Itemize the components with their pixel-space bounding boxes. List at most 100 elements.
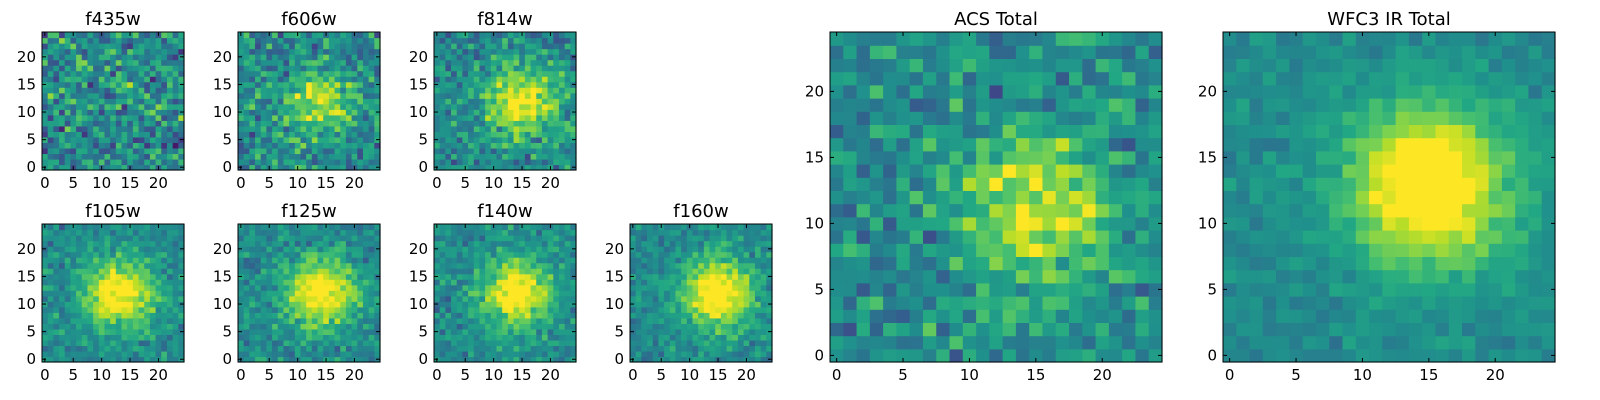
heatmap-cell xyxy=(127,103,134,110)
heatmap-cell xyxy=(121,103,128,110)
heatmap-cell xyxy=(675,323,682,330)
heatmap-cell xyxy=(635,224,642,231)
heatmap-cell xyxy=(317,251,324,258)
heatmap-cell xyxy=(1122,230,1137,244)
heatmap-cell xyxy=(42,251,49,258)
heatmap-cell xyxy=(883,177,897,191)
heatmap-cell xyxy=(536,312,543,319)
heatmap-cell xyxy=(328,257,336,264)
heatmap-cell xyxy=(1135,177,1150,191)
heatmap-cell xyxy=(766,240,773,247)
heatmap-cell xyxy=(166,246,174,253)
heatmap-cell xyxy=(374,76,381,83)
heatmap-cell xyxy=(502,356,509,363)
heatmap-cell xyxy=(317,240,324,247)
heatmap-cell xyxy=(98,81,106,88)
heatmap-cell xyxy=(93,235,100,242)
heatmap-cell xyxy=(553,125,560,132)
heatmap-cell xyxy=(357,81,364,88)
heatmap-cell xyxy=(485,76,492,83)
heatmap-cell xyxy=(306,70,313,77)
heatmap-cell xyxy=(161,103,168,110)
heatmap-cell xyxy=(434,147,441,155)
heatmap-cell xyxy=(541,251,549,258)
heatmap-cell xyxy=(883,282,897,297)
heatmap-cell xyxy=(238,240,245,247)
heatmap-cell xyxy=(737,279,745,286)
heatmap-cell xyxy=(238,323,245,330)
heatmap-cell xyxy=(507,257,515,264)
heatmap-cell xyxy=(277,257,285,264)
heatmap-cell xyxy=(283,70,290,77)
heatmap-cell xyxy=(178,125,185,132)
heatmap-cell xyxy=(709,317,716,324)
heatmap-cell xyxy=(317,246,324,253)
heatmap-cell xyxy=(439,284,446,291)
heatmap-cell xyxy=(496,273,503,280)
heatmap-cell xyxy=(445,125,452,132)
heatmap-cell xyxy=(558,158,566,166)
heatmap-cell xyxy=(760,350,767,358)
heatmap-cell xyxy=(570,290,577,297)
heatmap-cell xyxy=(127,98,134,105)
heatmap-cell xyxy=(104,295,111,302)
heatmap-cell xyxy=(496,251,503,258)
heatmap-cell xyxy=(456,317,463,324)
heatmap-cell xyxy=(110,98,117,105)
heatmap-cell xyxy=(53,328,60,335)
heatmap-cell xyxy=(59,164,66,171)
x-tick-label: 0 xyxy=(432,366,442,384)
heatmap-cell xyxy=(70,76,77,83)
heatmap-cell xyxy=(59,114,66,121)
heatmap-cell xyxy=(374,120,381,127)
heatmap-cell xyxy=(115,131,123,138)
heatmap-cell xyxy=(277,273,285,280)
heatmap-cell xyxy=(340,43,347,50)
heatmap-cell xyxy=(456,114,463,121)
heatmap-cell xyxy=(93,92,100,99)
heatmap-cell xyxy=(439,334,446,341)
heatmap-cell xyxy=(519,284,526,291)
heatmap-cell xyxy=(536,164,543,171)
heatmap-cell xyxy=(260,339,267,347)
heatmap-cell xyxy=(334,158,341,166)
heatmap-cell xyxy=(479,147,486,155)
heatmap-cell xyxy=(260,279,267,286)
heatmap-cell xyxy=(445,59,452,66)
heatmap-cell xyxy=(445,301,452,308)
heatmap-cell xyxy=(530,273,537,280)
heatmap-cell xyxy=(272,224,279,231)
heatmap-cell xyxy=(737,356,745,363)
heatmap-cell xyxy=(502,334,509,341)
heatmap-cell xyxy=(53,235,60,242)
heatmap-cell xyxy=(496,246,503,253)
heatmap-cell xyxy=(294,284,302,291)
heatmap-cell xyxy=(81,114,89,121)
heatmap-cell xyxy=(1029,164,1044,178)
heatmap-cell xyxy=(294,48,302,55)
heatmap-cell xyxy=(507,334,515,341)
heatmap-cell xyxy=(53,317,60,324)
heatmap-cell xyxy=(42,284,49,291)
heatmap-cell xyxy=(323,328,330,335)
heatmap-cell xyxy=(93,240,100,247)
heatmap-cell xyxy=(1055,296,1070,310)
heatmap-cell xyxy=(485,279,492,286)
heatmap-cell xyxy=(473,345,481,352)
heatmap-cell xyxy=(558,334,566,341)
heatmap-cell xyxy=(323,76,330,83)
heatmap-cell xyxy=(249,246,256,253)
heatmap-cell xyxy=(81,70,89,77)
heatmap-cell xyxy=(547,306,554,313)
heatmap-cell xyxy=(328,32,336,39)
heatmap-cell xyxy=(306,136,313,143)
heatmap-cell xyxy=(843,190,858,205)
heatmap-cell xyxy=(42,103,49,110)
heatmap-cell xyxy=(166,339,174,347)
heatmap-cell xyxy=(468,290,475,297)
heatmap-cell xyxy=(856,322,871,337)
heatmap-cell xyxy=(98,317,106,324)
heatmap-cell xyxy=(345,109,353,116)
heatmap-cell xyxy=(243,54,250,61)
